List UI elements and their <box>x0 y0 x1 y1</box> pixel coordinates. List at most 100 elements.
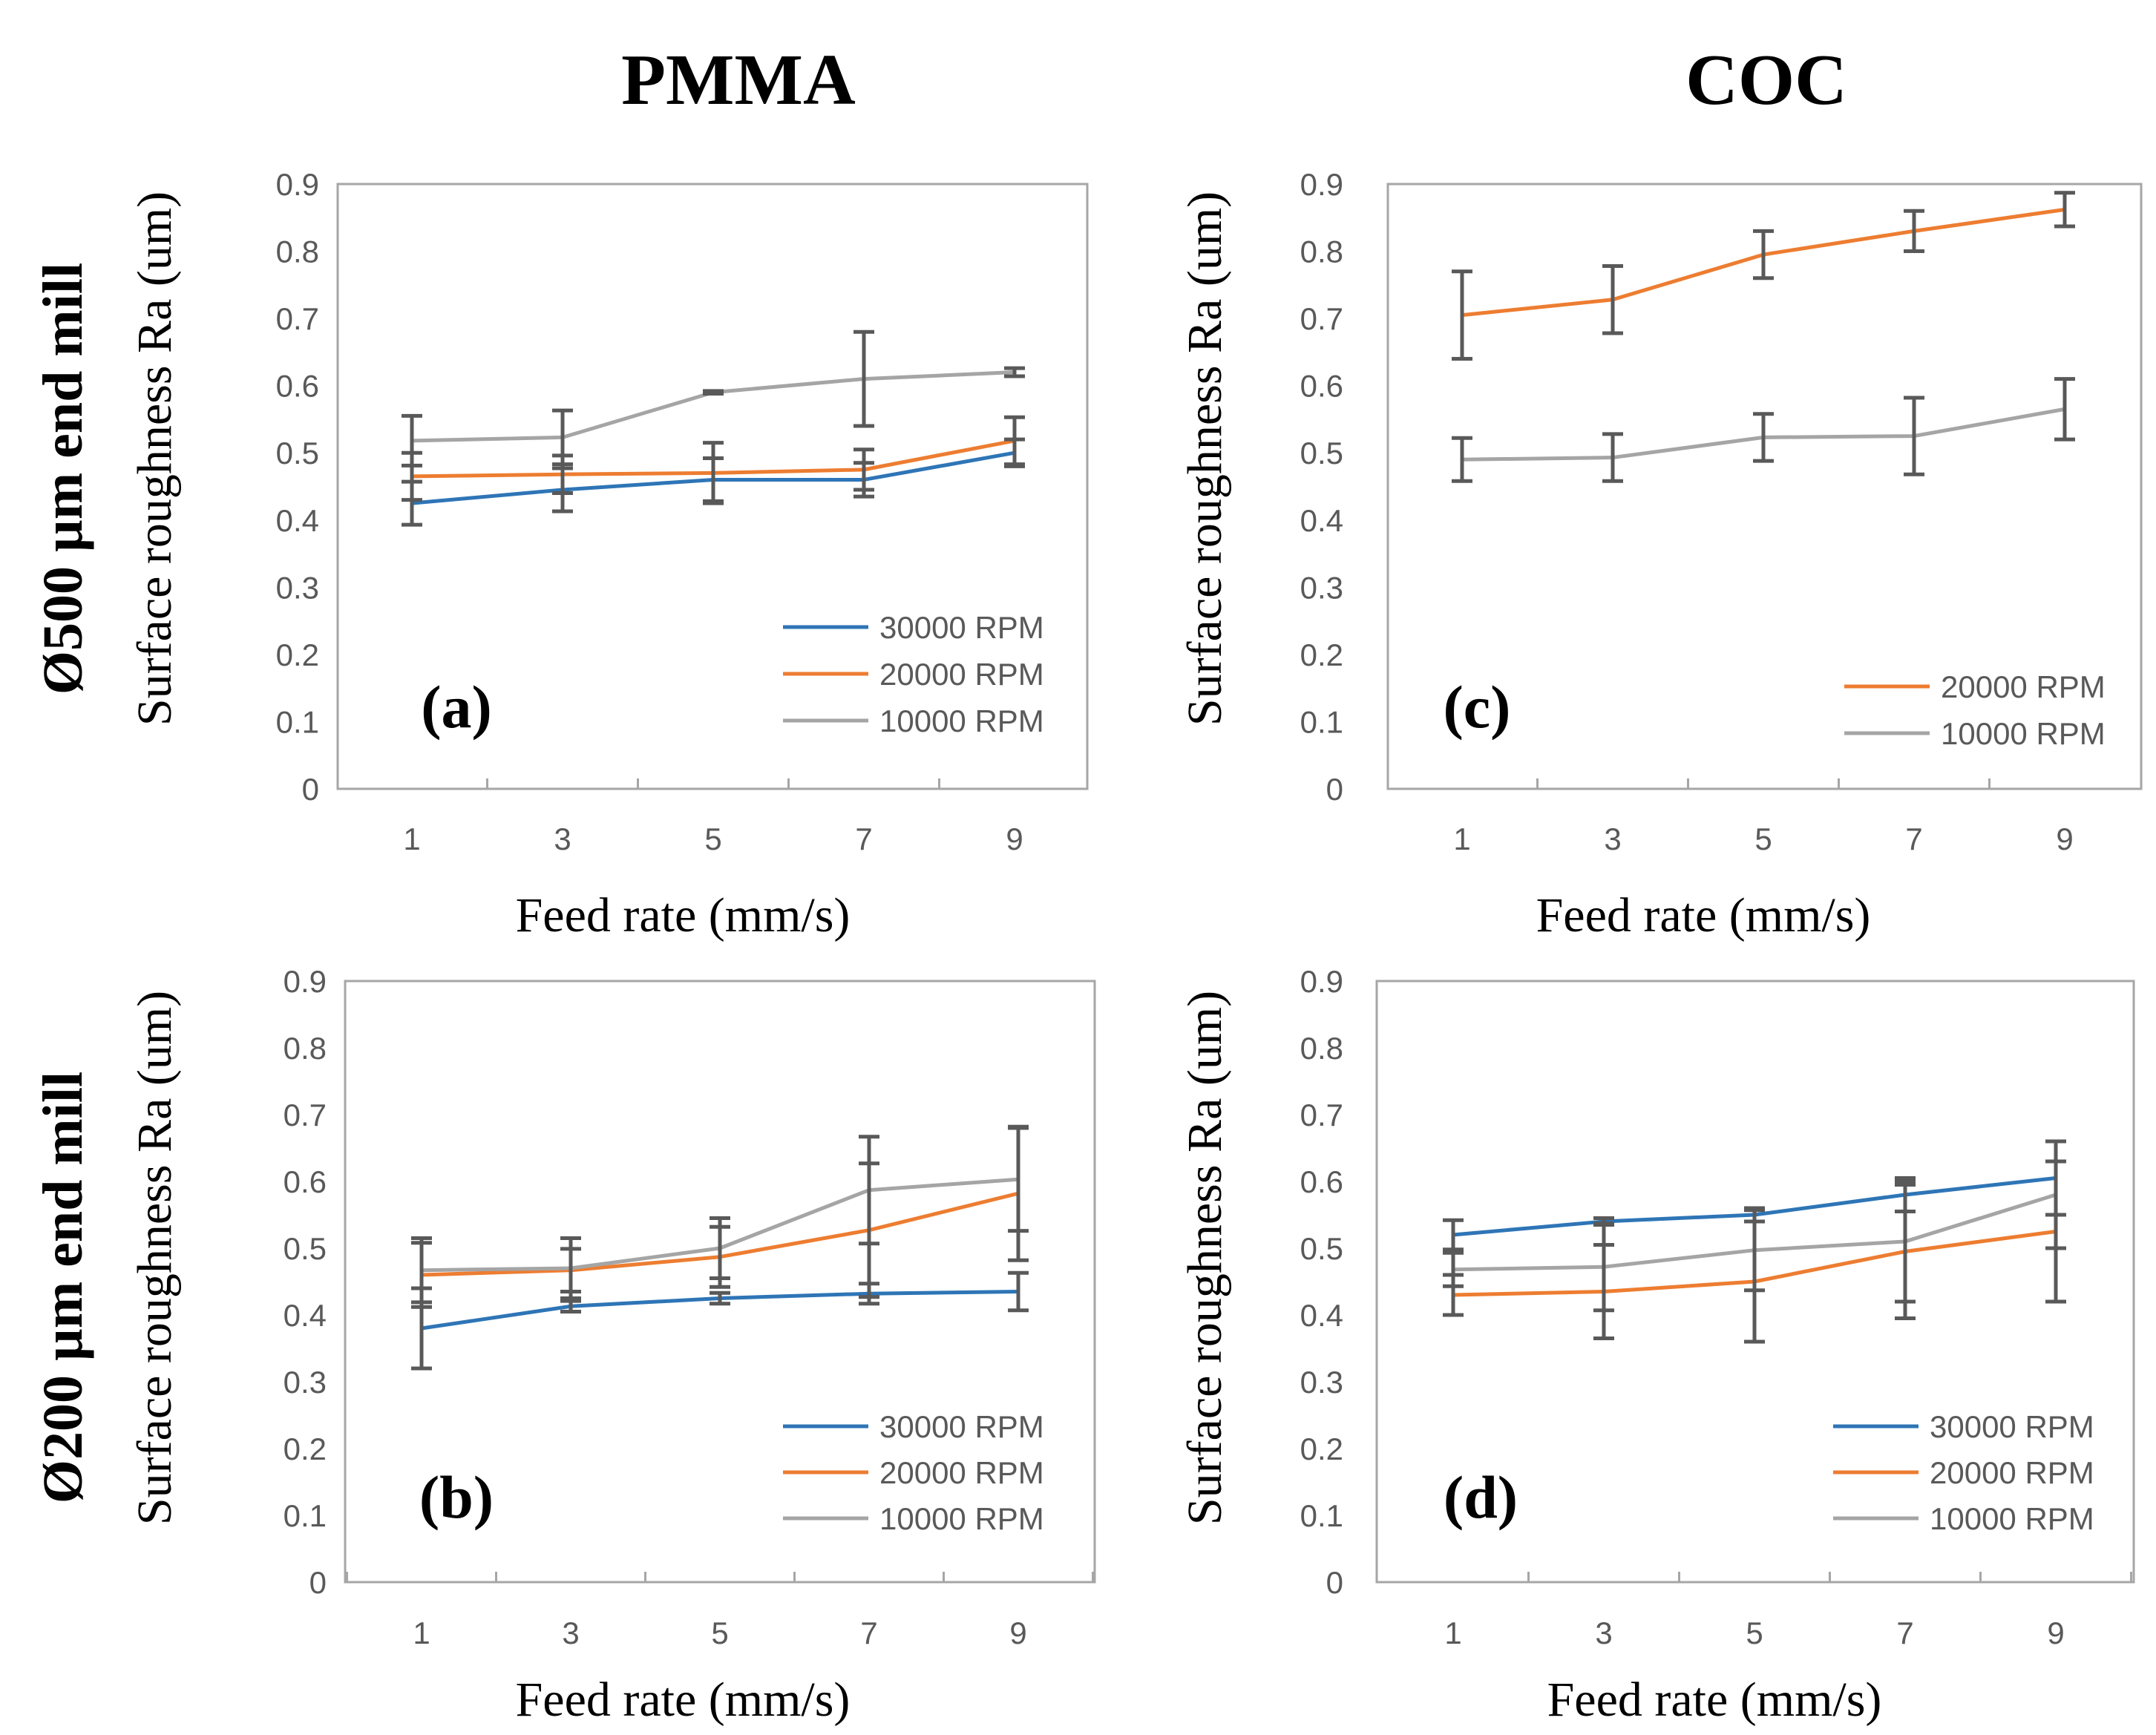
x-tick-label: 9 <box>2056 821 2073 856</box>
panel-label-a: (a) <box>421 673 492 741</box>
y-tick-label: 0.3 <box>1300 570 1343 605</box>
x-tick-label: 3 <box>554 821 571 856</box>
y-tick-label: 0 <box>309 1565 327 1600</box>
y-tick-label: 0.3 <box>284 1365 327 1400</box>
x-tick-label: 5 <box>711 1616 728 1650</box>
error-bar-20000-rpm <box>2054 191 2075 229</box>
y-tick-label: 0.3 <box>276 570 319 605</box>
y-tick-label: 0.2 <box>276 637 319 672</box>
y-axis-label: Surface roughness Ra (um) <box>128 191 182 726</box>
chart-panels: 0 0.1 0.2 0.3 0.4 0.5 0.6 0.7 0.8 0.9 1 3 5 7 9 Surface… <box>128 167 2143 1727</box>
row-title-500um: Ø500 µm end mill <box>32 263 94 695</box>
plot-area-c <box>1386 183 2143 790</box>
error-bar-10000-rpm <box>1904 396 1924 476</box>
y-tick-label: 0.5 <box>1300 1231 1343 1266</box>
x-axis-label: Feed rate (mm/s) <box>1547 1673 1882 1727</box>
error-bar-30000-rpm <box>560 1299 581 1313</box>
x-tick-label: 9 <box>1009 1616 1026 1650</box>
y-tick-label: 0 <box>1326 1565 1343 1600</box>
y-tick-label: 0.1 <box>1300 704 1343 739</box>
x-tick-label: 3 <box>1604 821 1621 856</box>
error-bar-10000-rpm <box>1753 412 1774 463</box>
x-tick-label: 5 <box>1754 821 1772 856</box>
y-tick-label: 0.8 <box>1300 234 1343 269</box>
error-bar-10000-rpm <box>1004 366 1025 378</box>
error-bar-10000-rpm <box>859 1135 879 1246</box>
error-bar-10000-rpm <box>1593 1221 1614 1313</box>
y-tick-label: 0.5 <box>1300 436 1343 470</box>
chart-panel-b: 0 0.1 0.2 0.3 0.4 0.5 0.6 0.7 0.8 0.9 1 3 5 7 9 Surface… <box>128 964 1096 1727</box>
x-tick-label: 7 <box>1896 1616 1913 1650</box>
y-tick-label: 0 <box>302 772 319 807</box>
error-bar-10000-rpm <box>1452 436 1472 483</box>
error-bar-30000-rpm <box>1008 1270 1029 1313</box>
y-tick-label: 0.9 <box>1300 167 1343 202</box>
y-tick-label: 0.8 <box>276 234 319 269</box>
y-tick-label: 0.7 <box>1300 301 1343 336</box>
y-tick-label: 0.4 <box>1300 503 1343 538</box>
y-tick-label: 0.2 <box>1300 637 1343 672</box>
error-bar-20000-rpm <box>1004 415 1025 467</box>
y-tick-label: 0.6 <box>1300 369 1343 404</box>
y-axis-label: Surface roughness Ra (um) <box>1178 991 1232 1525</box>
legend-label-20000-rpm: 20000 RPM <box>1941 669 2106 704</box>
legend-b: 30000 RPM 20000 RPM 10000 RPM <box>783 1409 1044 1536</box>
column-title-pmma: PMMA <box>621 40 856 120</box>
error-bar-10000-rpm <box>2045 1139 2066 1250</box>
legend-d: 30000 RPM 20000 RPM 10000 RPM <box>1833 1409 2094 1536</box>
error-bar-20000-rpm <box>1602 263 1623 335</box>
y-tick-label: 0.6 <box>276 369 319 404</box>
row-title-200um: Ø200 µm end mill <box>32 1072 94 1503</box>
error-bar-10000-rpm <box>552 408 573 467</box>
y-tick-label: 0.6 <box>284 1164 327 1199</box>
y-tick-label: 0.7 <box>276 301 319 336</box>
x-tick-label: 1 <box>1444 1616 1461 1650</box>
column-title-coc: COC <box>1685 40 1847 120</box>
panel-label-d: (d) <box>1444 1463 1518 1531</box>
legend-label-20000-rpm: 20000 RPM <box>1930 1455 2094 1490</box>
x-tick-label: 1 <box>403 821 420 856</box>
chart-panel-c: 0 0.1 0.2 0.3 0.4 0.5 0.6 0.7 0.8 0.9 1 3 5 7 9 Surface… <box>1178 167 2143 942</box>
error-bar-10000-rpm <box>2054 377 2075 442</box>
error-bar-20000-rpm <box>1904 209 1924 254</box>
y-tick-label: 0.1 <box>1300 1498 1343 1533</box>
legend-label-30000-rpm: 30000 RPM <box>1930 1409 2094 1444</box>
legend-label-30000-rpm: 30000 RPM <box>879 1409 1044 1444</box>
y-tick-label: 0 <box>1326 772 1343 807</box>
error-bar-10000-rpm <box>411 1236 432 1305</box>
y-tick-label: 0.9 <box>1300 964 1343 999</box>
legend-a: 30000 RPM 20000 RPM 10000 RPM <box>783 610 1044 738</box>
x-tick-label: 7 <box>860 1616 877 1650</box>
y-tick-label: 0.5 <box>276 436 319 470</box>
error-bar-10000-rpm <box>1443 1250 1464 1288</box>
x-tick-label: 9 <box>1006 821 1023 856</box>
y-tick-label: 0.4 <box>1300 1298 1343 1333</box>
x-axis-label: Feed rate (mm/s) <box>516 1673 851 1727</box>
error-bar-20000-rpm <box>703 441 724 505</box>
x-tick-label: 5 <box>704 821 721 856</box>
error-bar-10000-rpm <box>1008 1126 1029 1233</box>
error-bar-20000-rpm <box>853 447 874 492</box>
x-tick-label: 5 <box>1746 1616 1763 1650</box>
y-tick-label: 0.1 <box>276 704 319 739</box>
error-bar-10000-rpm <box>1895 1179 1916 1304</box>
error-bar-20000-rpm <box>1452 269 1472 361</box>
error-bar-10000-rpm <box>1744 1208 1765 1293</box>
panel-label-b: (b) <box>419 1463 494 1531</box>
legend-label-20000-rpm: 20000 RPM <box>879 1455 1044 1490</box>
y-tick-label: 0.9 <box>276 167 319 202</box>
y-tick-label: 0.6 <box>1300 1164 1343 1199</box>
error-bar-10000-rpm <box>402 413 422 468</box>
x-tick-label: 3 <box>562 1616 579 1650</box>
legend-label-10000-rpm: 10000 RPM <box>879 1501 1044 1536</box>
y-tick-label: 0.7 <box>284 1098 327 1132</box>
error-bar-10000-rpm <box>703 389 724 396</box>
y-axis-label: Surface roughness Ra (um) <box>1178 191 1232 726</box>
legend-label-10000-rpm: 10000 RPM <box>879 703 1044 738</box>
error-bar-20000-rpm <box>1753 229 1774 281</box>
x-axis-label: Feed rate (mm/s) <box>516 888 851 942</box>
y-tick-label: 0.8 <box>284 1031 327 1066</box>
y-tick-label: 0.7 <box>1300 1098 1343 1132</box>
y-tick-label: 0.2 <box>284 1431 327 1466</box>
